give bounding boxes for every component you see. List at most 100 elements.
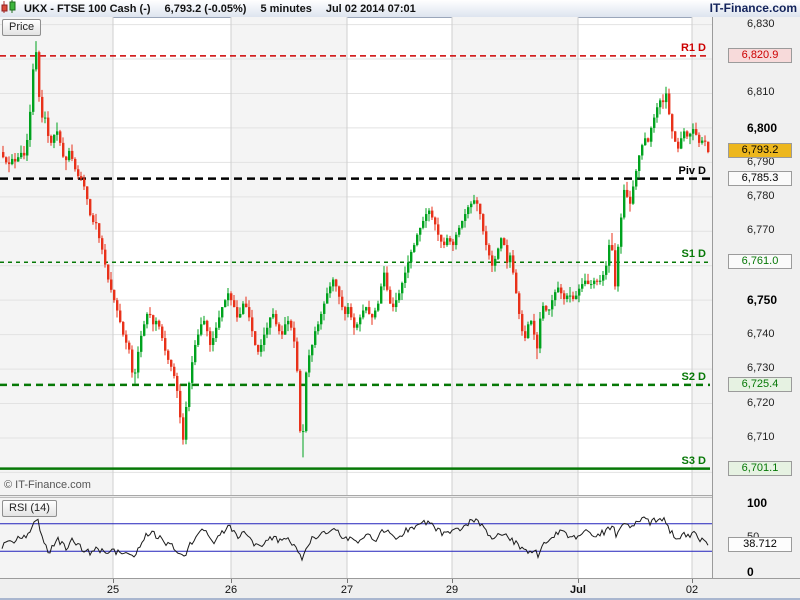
candle-body	[68, 150, 71, 161]
candle-body	[56, 131, 59, 135]
title-bar: UKX - FTSE 100 Cash (-) 6,793.2 (-0.05%)…	[0, 0, 800, 18]
timeframe-label[interactable]: 5 minutes	[260, 2, 312, 15]
candle-body	[395, 300, 398, 308]
candle-body	[443, 241, 446, 246]
pivot-label-r1-d: R1 D	[680, 41, 706, 54]
candle-body	[329, 286, 332, 294]
time-tick-label: Jul	[570, 584, 586, 596]
candle-body	[665, 93, 668, 103]
candle-body	[551, 300, 554, 310]
candle-body	[458, 227, 461, 235]
candle-body	[686, 131, 689, 137]
candle-body	[326, 293, 329, 304]
candle-body	[695, 129, 698, 135]
candle-body	[38, 52, 41, 97]
candle-body	[95, 222, 98, 224]
candle-body	[359, 317, 362, 325]
candle-body	[440, 234, 443, 242]
time-tick	[231, 579, 232, 583]
level-value-box: 6,725.4	[728, 376, 792, 392]
candle-body	[587, 280, 590, 285]
candle-body	[608, 245, 611, 266]
price-candlestick-canvas[interactable]	[0, 17, 712, 495]
candle-body	[209, 331, 212, 345]
candle-body	[389, 289, 392, 304]
candle-body	[332, 279, 335, 287]
candle-body	[164, 338, 167, 351]
rsi-canvas[interactable]	[0, 498, 712, 578]
candle-body	[503, 238, 506, 246]
candle-body	[368, 307, 371, 314]
candle-body	[170, 359, 173, 367]
candlestick-icon	[1, 0, 20, 16]
candle-body	[560, 287, 563, 294]
price-axis[interactable]: 6,830 6,810 6,800 6,790 6,780 6,770 6,750 6,740…	[712, 17, 800, 579]
candle-body	[455, 234, 458, 246]
candle-body	[137, 351, 140, 373]
candle-body	[362, 310, 365, 318]
candle-body	[248, 307, 251, 318]
time-axis[interactable]: 25 26 27 29 Jul 02	[0, 578, 800, 598]
candle-body	[116, 300, 119, 311]
candle-body	[53, 134, 56, 143]
candle-body	[23, 152, 26, 156]
candle-body	[581, 284, 584, 289]
candle-body	[239, 313, 242, 318]
candle-body	[221, 307, 224, 318]
candle-body	[338, 286, 341, 297]
candle-body	[173, 366, 176, 376]
candle-body	[272, 313, 275, 318]
candle-body	[563, 293, 566, 300]
candle-body	[590, 284, 593, 286]
candle-body	[533, 320, 536, 335]
candle-body	[104, 249, 107, 265]
candle-body	[473, 200, 476, 204]
candle-body	[491, 255, 494, 266]
price-axis-label: 6,720	[747, 397, 775, 409]
rsi-indicator-area[interactable]: RSI (14)	[0, 498, 712, 578]
candle-body	[593, 280, 596, 285]
candle-body	[542, 305, 545, 319]
candle-body	[632, 186, 635, 204]
pivot-label-s2-d: S2 D	[681, 370, 706, 383]
candle-body	[380, 286, 383, 304]
time-tick	[578, 579, 579, 583]
price-axis-label: 6,740	[747, 328, 775, 340]
day-band	[692, 17, 712, 495]
candle-body	[158, 320, 161, 327]
brand-link[interactable]: IT-Finance.com	[709, 1, 797, 15]
candle-body	[497, 248, 500, 259]
candle-body	[413, 245, 416, 252]
candle-body	[485, 231, 488, 246]
candle-body	[701, 140, 704, 143]
candle-body	[176, 375, 179, 391]
candle-body	[278, 324, 281, 332]
candle-body	[656, 107, 659, 118]
tab-price[interactable]: Price	[2, 19, 42, 36]
last-price-change: 6,793.2 (-0.05%)	[164, 2, 247, 15]
price-axis-label: 6,770	[747, 224, 775, 236]
candle-body	[17, 157, 20, 162]
candle-body	[494, 258, 497, 266]
candle-body	[89, 199, 92, 216]
price-chart-area[interactable]: Price © IT-Finance.com R1 D Piv D S1 D S2 D…	[0, 17, 712, 495]
candle-body	[62, 142, 65, 157]
candle-body	[77, 169, 80, 177]
time-tick-label: 27	[340, 584, 354, 596]
candle-body	[167, 350, 170, 360]
tab-rsi[interactable]: RSI (14)	[2, 500, 57, 517]
candle-body	[401, 282, 404, 294]
candle-body	[293, 327, 296, 342]
candle-body	[155, 320, 158, 325]
panel-separator[interactable]	[0, 495, 800, 498]
copyright-label: © IT-Finance.com	[4, 479, 91, 491]
candle-body	[398, 293, 401, 301]
candle-body	[689, 133, 692, 137]
level-value-box: 6,761.0	[728, 254, 792, 270]
day-band	[0, 17, 113, 495]
candle-body	[509, 255, 512, 263]
candle-body	[203, 320, 206, 325]
candle-body	[107, 264, 110, 280]
candle-body	[434, 217, 437, 225]
time-tick	[452, 579, 453, 583]
